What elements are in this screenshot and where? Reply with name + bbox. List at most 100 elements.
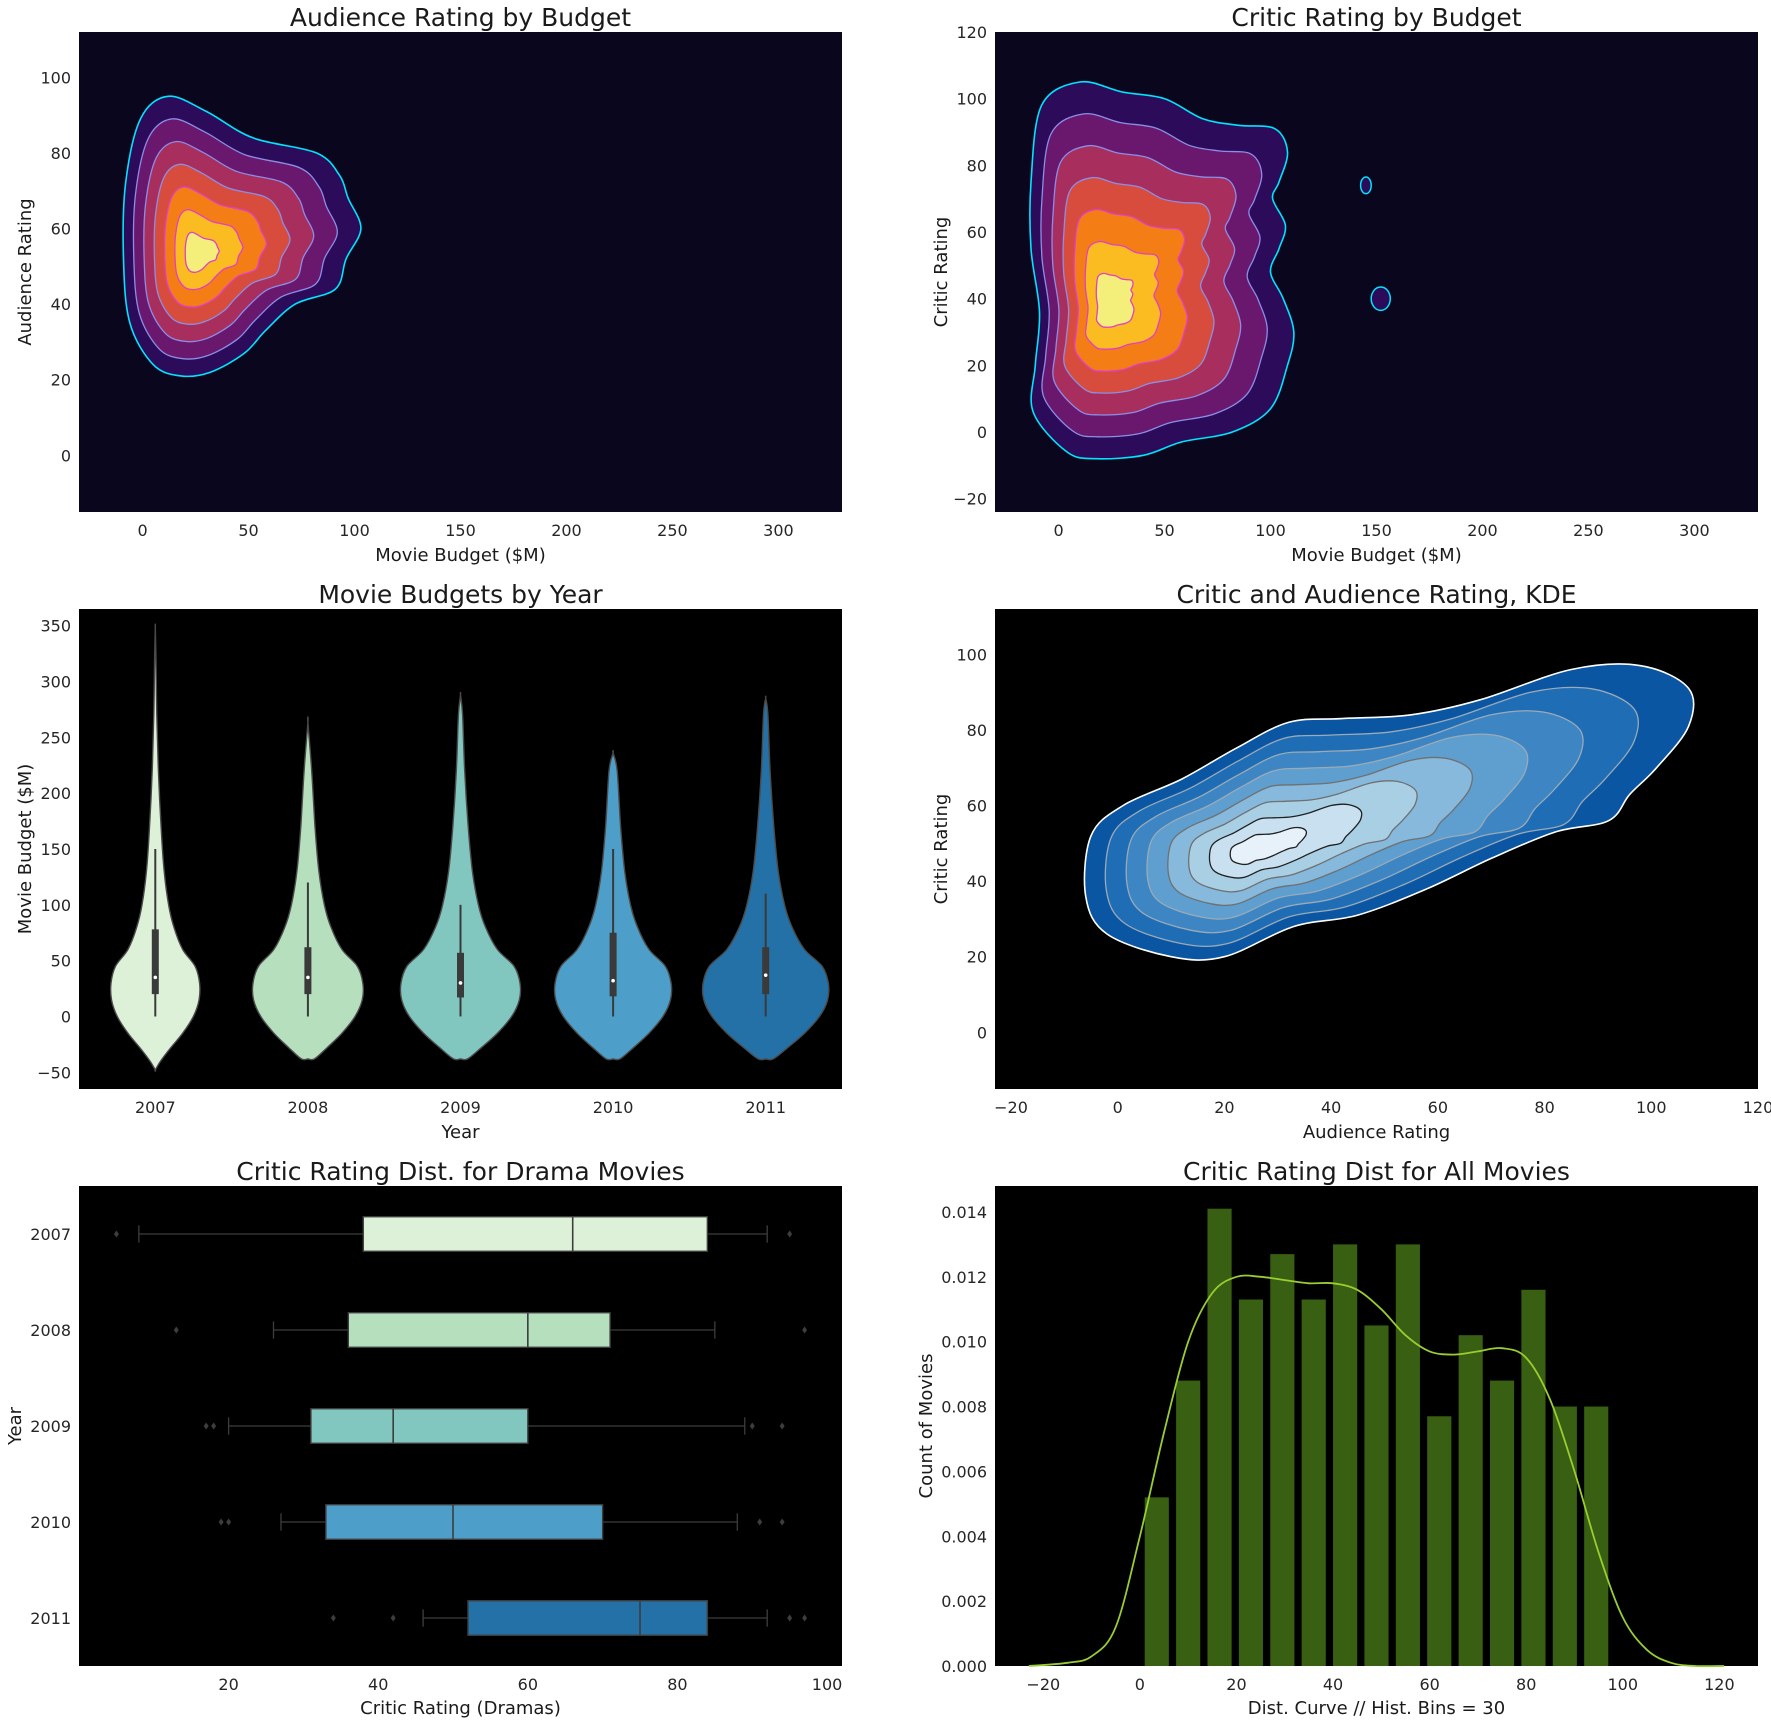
y-tick-label: 50 (51, 952, 71, 971)
x-tick-label: 200 (551, 521, 582, 540)
x-tick-labels: 0 50 100 150 200 250 300 (137, 521, 793, 540)
histogram-bar (1395, 1244, 1420, 1666)
x-tick-label: 120 (1743, 1098, 1771, 1117)
y-tick-label: 0.012 (941, 1268, 987, 1287)
y-tick-label: 300 (40, 673, 71, 692)
box-outlier (779, 1422, 785, 1430)
kde-island-1 (1370, 286, 1392, 312)
x-tick-label: 100 (339, 521, 370, 540)
y-tick-label: 0.014 (941, 1203, 987, 1222)
violin-iqr-box (151, 929, 159, 995)
x-tick-label: 60 (1428, 1098, 1448, 1117)
chart-critic-rating-by-budget: 0 50 100 150 200 250 300 −20 0 20 40 60 80 100 120 Cr… (931, 3, 1758, 566)
box-outlier (787, 1230, 793, 1238)
histogram-bar (1207, 1208, 1232, 1666)
y-axis-label: Audience Rating (15, 198, 36, 345)
kde-level-6 (184, 231, 220, 273)
y-tick-label: 40 (967, 290, 987, 309)
chart-title: Critic and Audience Rating, KDE (1176, 580, 1576, 609)
histogram-bar (1427, 1416, 1452, 1666)
x-tick-label: 300 (763, 521, 794, 540)
x-tick-label: 40 (1323, 1675, 1343, 1694)
y-tick-label: 60 (967, 223, 987, 242)
violins (109, 623, 830, 1072)
x-tick-label: 100 (1636, 1098, 1667, 1117)
x-tick-label: 40 (368, 1675, 388, 1694)
y-tick-label: 60 (51, 220, 71, 239)
x-tick-labels: −20 0 20 40 60 80 100 120 (994, 1098, 1771, 1117)
y-tick-label: 0.010 (941, 1333, 987, 1352)
x-tick-label: 60 (518, 1675, 538, 1694)
violin-iqr-box (609, 932, 617, 997)
x-tick-label: 100 (1608, 1675, 1639, 1694)
histogram-bar (1270, 1254, 1295, 1666)
x-tick-labels: −20 0 20 40 60 80 100 120 (1026, 1675, 1734, 1694)
y-tick-label: 2007 (30, 1225, 71, 1244)
x-tick-label: 120 (1704, 1675, 1735, 1694)
y-tick-label: 0.000 (941, 1657, 987, 1676)
x-tick-label: 60 (1419, 1675, 1439, 1694)
histogram-bar (1333, 1244, 1358, 1666)
y-tick-label: 2010 (30, 1513, 71, 1532)
x-tick-label: 50 (1154, 521, 1174, 540)
density-curve (1028, 1274, 1725, 1668)
y-axis-label: Count of Movies (916, 1354, 937, 1499)
box-outlier (802, 1614, 808, 1622)
y-tick-label: 2008 (30, 1321, 71, 1340)
y-tick-label: 100 (956, 645, 987, 664)
chart-critic-rating-dist-all: −20 0 20 40 60 80 100 120 0.0000.0020.0040.0060… (916, 1157, 1758, 1719)
x-tick-label: 250 (1573, 521, 1604, 540)
x-tick-label: 80 (1516, 1675, 1536, 1694)
x-axis-label: Audience Rating (1303, 1122, 1450, 1143)
y-tick-label: 0.008 (941, 1398, 987, 1417)
y-axis-label: Movie Budget ($M) (15, 764, 36, 934)
histogram-bar (1144, 1497, 1169, 1666)
x-tick-label: 150 (445, 521, 476, 540)
box-2009 (310, 1408, 529, 1444)
x-tick-label: 40 (1321, 1098, 1341, 1117)
histogram-bar (1364, 1325, 1389, 1666)
box-outlier (330, 1614, 336, 1622)
x-tick-label: 50 (238, 521, 258, 540)
y-tick-label: 20 (967, 948, 987, 967)
histogram-bar (1521, 1289, 1546, 1666)
violin-iqr-box (457, 952, 464, 998)
chart-title: Critic Rating Dist. for Drama Movies (236, 1157, 684, 1186)
x-tick-label: 20 (1214, 1098, 1234, 1117)
x-tick-label: 2008 (288, 1098, 329, 1117)
boxplots (113, 1216, 808, 1636)
x-axis-label: Movie Budget ($M) (375, 545, 545, 566)
histogram-bar (1238, 1299, 1264, 1666)
kde-island-0 (1359, 176, 1372, 195)
x-tick-label: 2011 (745, 1098, 786, 1117)
box-outlier (113, 1230, 119, 1238)
violin-2007 (109, 623, 201, 1072)
x-tick-label: 150 (1361, 521, 1392, 540)
box-outlier (749, 1422, 755, 1430)
y-tick-labels: −50 0 50 100 150 200 250 300 350 (37, 617, 71, 1083)
box-2011 (467, 1600, 709, 1636)
y-tick-labels: 0 20 40 60 80 100 (956, 645, 987, 1042)
kde-level-6 (1095, 272, 1135, 328)
y-tick-label: −50 (37, 1063, 71, 1082)
violin-2011 (701, 695, 830, 1061)
x-tick-labels: 0 50 100 150 200 250 300 (1053, 521, 1709, 540)
x-tick-label: 2009 (440, 1098, 481, 1117)
y-tick-label: 60 (967, 797, 987, 816)
chart-critic-rating-dist-drama: 20 40 60 80 100 2007 2008 2009 2010 2011 Critic … (5, 1157, 842, 1719)
violin-2009 (399, 691, 522, 1061)
y-tick-label: 40 (51, 295, 71, 314)
y-tick-label: 2009 (30, 1417, 71, 1436)
y-tick-label: 0 (61, 1007, 71, 1026)
violin-iqr-box (762, 947, 770, 995)
x-tick-label: 100 (1255, 521, 1286, 540)
box-outlier (802, 1326, 808, 1334)
violin-median (611, 978, 615, 983)
y-tick-label: −20 (953, 490, 987, 509)
x-tick-labels: 2007 2008 2009 2010 2011 (135, 1098, 786, 1117)
y-tick-label: 100 (40, 896, 71, 915)
chart-title: Critic Rating by Budget (1231, 3, 1521, 32)
y-tick-label: 0.004 (941, 1527, 987, 1546)
chart-title: Critic Rating Dist for All Movies (1183, 1157, 1570, 1186)
